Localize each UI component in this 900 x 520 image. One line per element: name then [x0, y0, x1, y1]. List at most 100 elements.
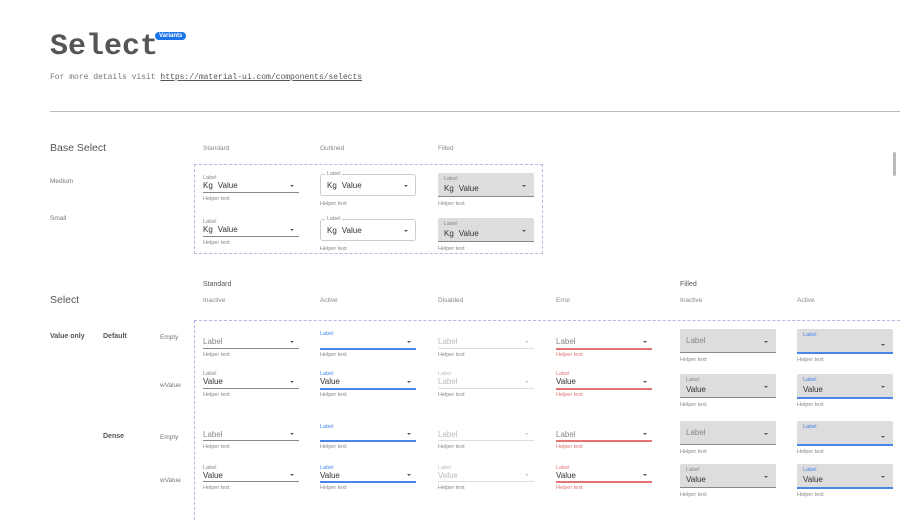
select-standard-active[interactable]: Label Value Helper text	[320, 371, 416, 402]
field-value: Kg Value	[203, 181, 238, 190]
helper-text: Helper text	[320, 201, 347, 207]
field-label: Label	[686, 377, 700, 383]
chevron-down-icon	[290, 474, 294, 476]
underline	[438, 481, 534, 482]
field-value: Value	[320, 471, 340, 480]
underline	[797, 397, 893, 399]
chevron-down-icon	[525, 433, 529, 435]
placeholder-label: Label	[686, 336, 706, 345]
col-active: Active	[320, 297, 338, 304]
underline	[203, 192, 299, 193]
placeholder-label: Label	[438, 337, 458, 346]
underline	[556, 348, 652, 350]
field-value: Value	[203, 471, 223, 480]
select-standard-inactive[interactable]: Label Value Helper text	[203, 371, 299, 402]
field-label: Label	[203, 175, 217, 181]
row-wvalue: wValue	[160, 382, 181, 389]
value-text: Value	[341, 181, 362, 190]
select-standard-active[interactable]: Label Value Helper text	[320, 465, 416, 495]
row-medium: Medium	[50, 178, 74, 185]
value-text: Value	[203, 471, 223, 480]
filled-background	[797, 464, 893, 487]
chevron-down-icon	[881, 386, 885, 388]
field-label: Label	[203, 465, 217, 471]
row-dense-wvalue: wValue	[160, 477, 181, 484]
select-standard-inactive[interactable]: Label Helper text	[203, 331, 299, 362]
placeholder-label: Label	[556, 337, 576, 346]
outline	[320, 174, 416, 196]
chevron-down-icon	[881, 436, 885, 438]
value-text: Value	[686, 475, 706, 484]
helper-text: Helper text	[438, 352, 465, 358]
underline	[203, 440, 299, 441]
underline	[438, 440, 534, 441]
group-standard: Standard	[203, 281, 232, 288]
select-standard-inactive[interactable]: Label Kg Value Helper text	[203, 175, 299, 206]
chevron-down-icon	[764, 476, 768, 478]
field-label: Label	[803, 467, 817, 473]
base-variants-frame	[194, 164, 543, 254]
chevron-down-icon	[764, 341, 768, 343]
adornment: Kg	[327, 226, 337, 235]
field-value: Value	[203, 377, 223, 386]
underline	[556, 440, 652, 442]
value-text: Value	[203, 377, 223, 386]
row-empty: Empty	[160, 334, 179, 341]
helper-text: Helper text	[680, 402, 707, 408]
select-title: Select	[50, 294, 80, 306]
select-standard-disabled: Label Helper text	[438, 424, 534, 454]
value-text: Value	[217, 225, 238, 234]
outline	[320, 219, 416, 241]
page-title: Select	[50, 30, 159, 64]
field-value: Value	[320, 377, 340, 386]
chevron-down-icon	[881, 344, 885, 346]
field-value: Label	[438, 377, 458, 386]
underline	[680, 397, 776, 398]
select-standard-inactive[interactable]: Label Kg Value Helper text	[203, 219, 299, 250]
chevron-down-icon	[643, 341, 647, 343]
select-standard-disabled: Label Helper text	[438, 331, 534, 362]
value-text: Value	[803, 385, 823, 394]
underline	[320, 481, 416, 483]
chevron-down-icon	[290, 433, 294, 435]
select-standard-error[interactable]: Label Value Helper text	[556, 371, 652, 402]
base-select-title: Base Select	[50, 142, 107, 154]
chevron-down-icon	[643, 433, 647, 435]
select-standard-error[interactable]: Label Value Helper text	[556, 465, 652, 495]
helper-text: Helper text	[320, 485, 347, 491]
group-filled: Filled	[680, 281, 697, 288]
select-standard-active[interactable]: Label Helper text	[320, 331, 416, 362]
filled-background	[797, 329, 893, 352]
helper-text: Helper text	[680, 492, 707, 498]
select-standard-inactive[interactable]: Label Helper text	[203, 424, 299, 454]
helper-text: Helper text	[203, 196, 230, 202]
field-label: Label	[438, 371, 452, 377]
helper-text: Helper text	[797, 492, 824, 498]
select-standard-error[interactable]: Label Helper text	[556, 331, 652, 362]
select-standard-disabled: Label Label Helper text	[438, 371, 534, 402]
col-inactive: Inactive	[203, 297, 226, 304]
underline	[203, 348, 299, 349]
adornment: Kg	[444, 184, 454, 193]
adornment: Kg	[327, 181, 337, 190]
field-value: Value	[556, 471, 576, 480]
select-standard-active[interactable]: Label Helper text	[320, 424, 416, 454]
field-label: Label	[438, 465, 452, 471]
helper-text: Helper text	[556, 392, 583, 398]
select-standard-error[interactable]: Label Helper text	[556, 424, 652, 454]
field-label: Label	[325, 171, 343, 177]
select-states-frame	[194, 320, 900, 520]
filled-background	[680, 374, 776, 397]
col-standard: Standard	[203, 145, 230, 152]
scrollbar[interactable]	[893, 152, 896, 176]
chevron-down-icon	[404, 185, 408, 187]
select-standard-inactive[interactable]: Label Value Helper text	[203, 465, 299, 495]
helper-text: Helper text	[438, 201, 465, 207]
underline	[438, 388, 534, 389]
filled-background	[680, 421, 776, 444]
row-dense-empty: Empty	[160, 434, 179, 441]
value-text: Value	[803, 475, 823, 484]
helper-text: Helper text	[203, 240, 230, 246]
docs-link[interactable]: https://material-ui.com/components/selec…	[160, 73, 363, 82]
value-text: Value	[686, 385, 706, 394]
